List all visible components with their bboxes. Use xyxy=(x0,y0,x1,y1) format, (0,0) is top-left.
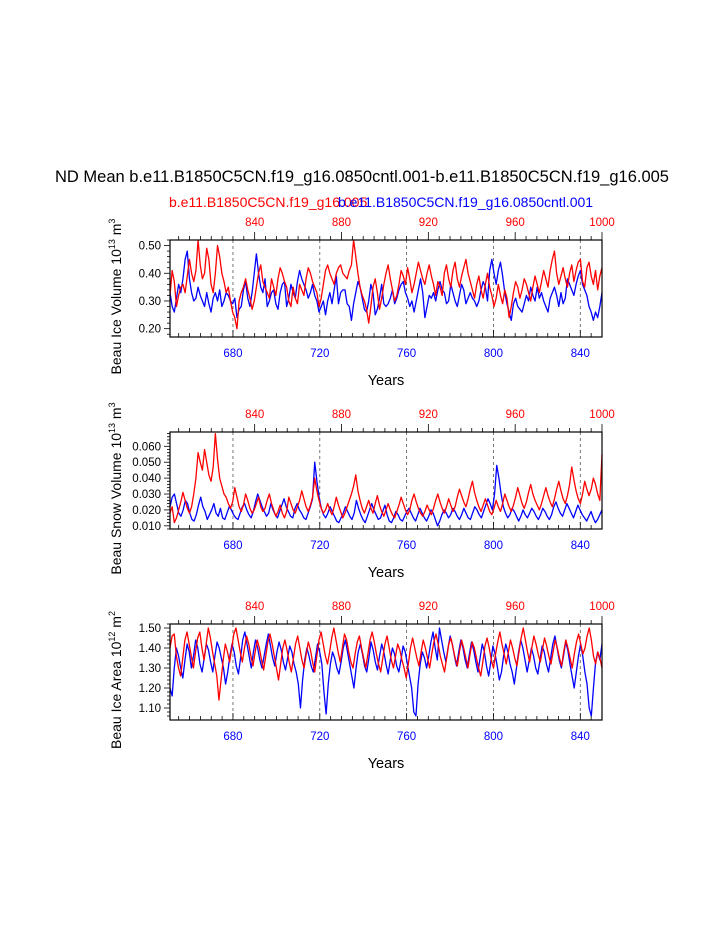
y-axis-label: Beau Ice Volume 1013 m3 xyxy=(107,219,124,375)
bottom-tick-label-680: 680 xyxy=(223,348,242,360)
bottom-tick-label-760: 760 xyxy=(397,540,416,552)
bottom-tick-label-840: 840 xyxy=(571,540,590,552)
top-tick-label-1000: 1000 xyxy=(589,601,615,613)
y-tick-label: 0.040 xyxy=(132,473,161,485)
series-line-blue xyxy=(169,250,603,322)
series-line-red xyxy=(169,432,603,524)
y-tick-label: 0.40 xyxy=(139,268,161,280)
bottom-tick-label-720: 720 xyxy=(310,731,329,743)
bottom-tick-label-800: 800 xyxy=(484,348,503,360)
top-tick-label-920: 920 xyxy=(419,217,438,229)
bottom-tick-label-800: 800 xyxy=(484,731,503,743)
bottom-tick-label-680: 680 xyxy=(223,731,242,743)
chart-panel-1: 680 720 760 800 840 840 880 920 960 1000 0.20 0.30 0… xyxy=(107,217,615,389)
legend-blue-label: b.e11.B1850C5CN.f19_g16.0850cntl.001 xyxy=(338,194,593,210)
y-tick-label: 1.20 xyxy=(139,683,161,695)
top-tick-label-920: 920 xyxy=(419,409,438,421)
y-axis-label: Beau Snow Volume 1013 m3 xyxy=(107,402,124,574)
y-tick-label: 0.30 xyxy=(139,296,161,308)
top-tick-label-920: 920 xyxy=(419,601,438,613)
series-line-red xyxy=(169,239,603,330)
bottom-tick-label-840: 840 xyxy=(571,348,590,360)
top-tick-label-960: 960 xyxy=(506,217,525,229)
y-tick-label: 1.40 xyxy=(139,643,161,655)
top-tick-label-880: 880 xyxy=(332,409,351,421)
x-axis-label: Years xyxy=(368,373,405,389)
panels: 680 720 760 800 840 840 880 920 960 1000 0.20 0.30 0… xyxy=(107,217,615,772)
x-axis-label: Years xyxy=(368,565,405,581)
bottom-tick-label-800: 800 xyxy=(484,540,503,552)
y-tick-label: 0.060 xyxy=(132,441,161,453)
top-tick-label-960: 960 xyxy=(506,601,525,613)
plot-frame xyxy=(169,239,603,338)
y-tick-label: 1.10 xyxy=(139,703,161,715)
page-title: ND Mean b.e11.B1850C5CN.f19_g16.0850cntl… xyxy=(55,168,669,186)
bottom-tick-label-680: 680 xyxy=(223,540,242,552)
top-tick-label-960: 960 xyxy=(506,409,525,421)
bottom-tick-label-720: 720 xyxy=(310,348,329,360)
bottom-tick-label-840: 840 xyxy=(571,731,590,743)
top-tick-label-1000: 1000 xyxy=(589,217,615,229)
legend-red-label: b.e11.B1850C5CN.f19_g16.005 xyxy=(169,194,367,210)
y-tick-label: 0.020 xyxy=(132,505,161,517)
series-line-blue xyxy=(169,461,603,527)
bottom-tick-label-720: 720 xyxy=(310,540,329,552)
y-tick-label: 0.050 xyxy=(132,457,161,469)
bottom-tick-label-760: 760 xyxy=(397,731,416,743)
top-tick-label-1000: 1000 xyxy=(589,409,615,421)
plot-frame xyxy=(169,431,603,530)
y-tick-label: 0.010 xyxy=(132,521,161,533)
y-tick-label: 0.20 xyxy=(139,324,161,336)
series-line-red xyxy=(169,627,603,701)
y-tick-label: 1.50 xyxy=(139,623,161,635)
y-tick-label: 0.030 xyxy=(132,489,161,501)
top-tick-label-880: 880 xyxy=(332,601,351,613)
x-axis-label: Years xyxy=(368,756,405,772)
y-axis-label: Beau Ice Area 1012 m2 xyxy=(107,611,124,749)
bottom-tick-label-760: 760 xyxy=(397,348,416,360)
top-tick-label-840: 840 xyxy=(245,217,264,229)
chart-panel-2: 680 720 760 800 840 840 880 920 960 1000 0.010 0.02… xyxy=(107,402,615,581)
y-tick-label: 0.50 xyxy=(139,241,161,253)
chart-panel-3: 680 720 760 800 840 840 880 920 960 1000 1.10 1.20 1… xyxy=(107,601,615,772)
y-tick-label: 1.30 xyxy=(139,663,161,675)
top-tick-label-840: 840 xyxy=(245,409,264,421)
top-tick-label-880: 880 xyxy=(332,217,351,229)
top-tick-label-840: 840 xyxy=(245,601,264,613)
